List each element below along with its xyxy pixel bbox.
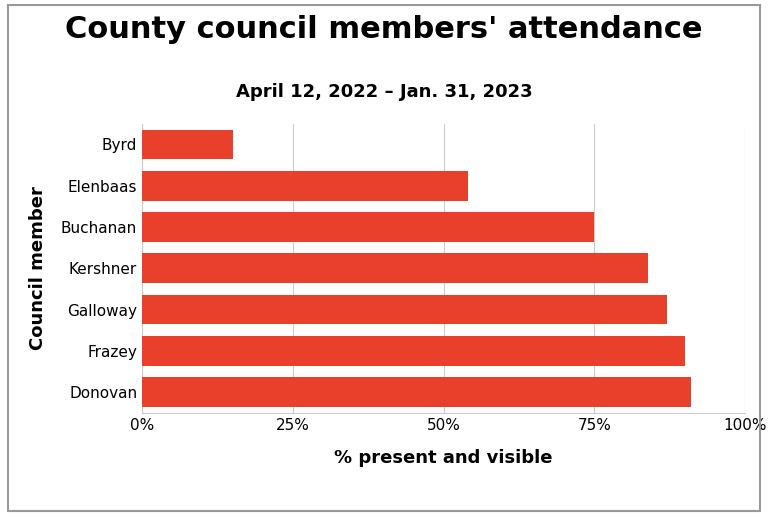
- Bar: [142, 295, 667, 325]
- Bar: [142, 171, 468, 201]
- Bar: [142, 212, 594, 242]
- Bar: [142, 253, 648, 283]
- Text: April 12, 2022 – Jan. 31, 2023: April 12, 2022 – Jan. 31, 2023: [236, 83, 532, 101]
- Y-axis label: Council member: Council member: [29, 186, 47, 350]
- X-axis label: % present and visible: % present and visible: [334, 449, 553, 467]
- Bar: [142, 130, 233, 159]
- Bar: [142, 377, 690, 407]
- Bar: [142, 336, 685, 366]
- Text: County council members' attendance: County council members' attendance: [65, 15, 703, 44]
